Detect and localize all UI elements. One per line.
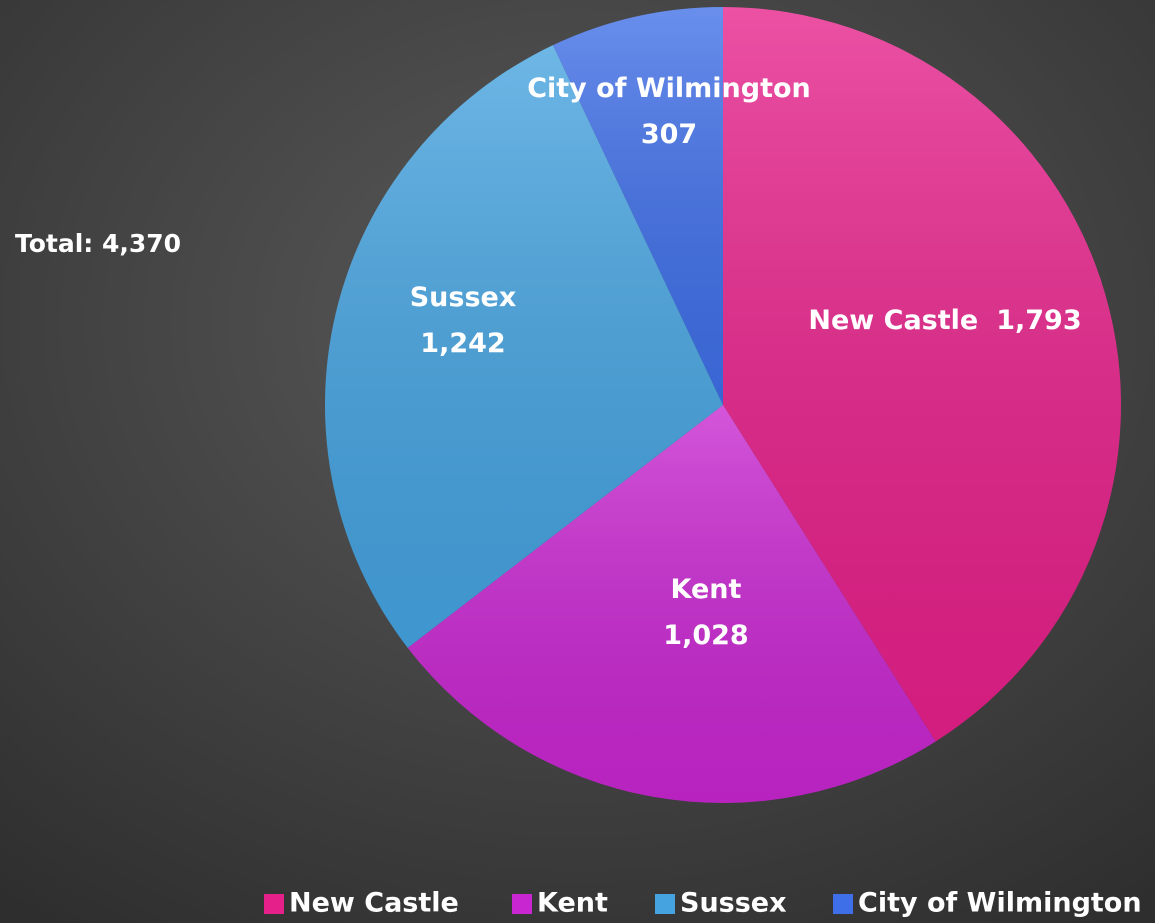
legend-label: New Castle [289,888,459,919]
slice-label: New Castle 1,793 [808,305,1081,336]
slice-shine [552,7,723,405]
slice-name: Kent [671,574,742,605]
slice-name: Sussex [410,282,517,313]
legend-swatch [833,894,853,914]
slice-label: City of Wilmington 307 [527,73,811,150]
slice-label: Kent 1,028 [663,574,748,651]
legend-label: Kent [537,888,608,919]
legend-label: Sussex [680,888,787,919]
legend-swatch [655,894,675,914]
legend: New Castle Kent Sussex City of Wilmington [264,888,1142,919]
legend-label: City of Wilmington [858,888,1142,919]
legend-swatch [512,894,532,914]
slice-name: City of Wilmington [527,73,811,104]
slice-name: New Castle [808,305,978,336]
legend-swatch [264,894,284,914]
total-annotation: Total: 4,370 [15,229,181,258]
slice-labels: New Castle 1,793 Kent 1,028 Sussex 1,242 City … [410,73,1082,651]
slice-value: 1,793 [996,305,1081,336]
slice-label: Sussex 1,242 [410,282,517,359]
slice-shine [407,405,936,803]
slice-value: 1,242 [420,328,505,359]
slice-value: 307 [641,119,697,150]
pie [325,7,1122,803]
slice-value: 1,028 [663,620,748,651]
slice-shine [325,45,723,648]
slice-shine [723,7,1122,742]
